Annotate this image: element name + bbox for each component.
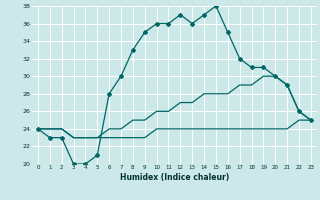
X-axis label: Humidex (Indice chaleur): Humidex (Indice chaleur) — [120, 173, 229, 182]
